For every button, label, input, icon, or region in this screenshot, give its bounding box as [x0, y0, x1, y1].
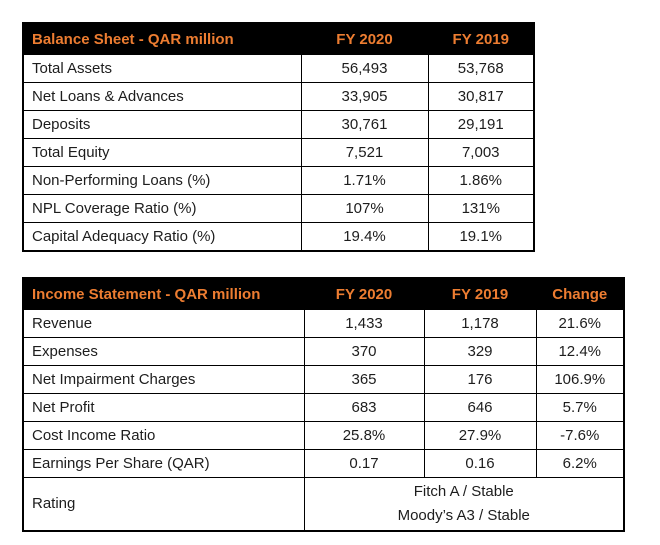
- table-row: Net Profit 683 646 5.7%: [22, 393, 625, 422]
- cell-value: 21.6%: [535, 309, 625, 338]
- cell-value: 106.9%: [535, 365, 625, 394]
- cell-value: 1,178: [423, 309, 537, 338]
- income-statement-col-fy2019: FY 2019: [423, 277, 537, 310]
- rating-moodys: Moody’s A3 / Stable: [397, 506, 530, 524]
- cell-value: 646: [423, 393, 537, 422]
- table-row: Total Equity 7,521 7,003: [22, 138, 535, 167]
- cell-value: 53,768: [427, 54, 535, 83]
- cell-value: 30,761: [300, 110, 429, 139]
- cell-value: 107%: [300, 194, 429, 223]
- cell-value: 12.4%: [535, 337, 625, 366]
- income-statement-table: Income Statement - QAR million FY 2020 F…: [22, 277, 625, 532]
- cell-value: 7,003: [427, 138, 535, 167]
- balance-sheet-col-fy2019: FY 2019: [427, 22, 535, 55]
- income-statement-title: Income Statement - QAR million: [22, 277, 305, 310]
- row-label: Revenue: [22, 309, 305, 338]
- row-label: Total Equity: [22, 138, 302, 167]
- cell-value: 329: [423, 337, 537, 366]
- table-row: Net Impairment Charges 365 176 106.9%: [22, 365, 625, 394]
- row-label: Expenses: [22, 337, 305, 366]
- table-row: Deposits 30,761 29,191: [22, 110, 535, 139]
- balance-sheet-col-fy2020: FY 2020: [300, 22, 429, 55]
- row-label: Net Profit: [22, 393, 305, 422]
- cell-value: 5.7%: [535, 393, 625, 422]
- table-row: Cost Income Ratio 25.8% 27.9% -7.6%: [22, 421, 625, 450]
- income-statement-col-change: Change: [535, 277, 625, 310]
- row-label: Non-Performing Loans (%): [22, 166, 302, 195]
- row-label: Total Assets: [22, 54, 302, 83]
- cell-value: -7.6%: [535, 421, 625, 450]
- income-statement-col-fy2020: FY 2020: [303, 277, 425, 310]
- balance-sheet-body: Total Assets 56,493 53,768 Net Loans & Adva…: [22, 54, 535, 251]
- cell-value: 365: [303, 365, 425, 394]
- rating-value: Fitch A / Stable Moody’s A3 / Stable: [303, 477, 625, 531]
- cell-value: 7,521: [300, 138, 429, 167]
- balance-sheet-title: Balance Sheet - QAR million: [22, 22, 302, 55]
- table-row: Earnings Per Share (QAR) 0.17 0.16 6.2%: [22, 449, 625, 478]
- cell-value: 6.2%: [535, 449, 625, 478]
- table-row: Revenue 1,433 1,178 21.6%: [22, 309, 625, 338]
- income-statement-body: Revenue 1,433 1,178 21.6% Expenses 370 329 12.4…: [22, 309, 625, 531]
- cell-value: 1.71%: [300, 166, 429, 195]
- balance-sheet-table: Balance Sheet - QAR million FY 2020 FY 2…: [22, 22, 535, 252]
- balance-sheet-header-row: Balance Sheet - QAR million FY 2020 FY 2…: [22, 22, 535, 55]
- table-row: Total Assets 56,493 53,768: [22, 54, 535, 83]
- cell-value: 33,905: [300, 82, 429, 111]
- cell-value: 370: [303, 337, 425, 366]
- row-label: Capital Adequacy Ratio (%): [22, 222, 302, 251]
- cell-value: 1.86%: [427, 166, 535, 195]
- row-label: Cost Income Ratio: [22, 421, 305, 450]
- table-row: Capital Adequacy Ratio (%) 19.4% 19.1%: [22, 222, 535, 251]
- cell-value: 0.17: [303, 449, 425, 478]
- cell-value: 683: [303, 393, 425, 422]
- cell-value: 27.9%: [423, 421, 537, 450]
- rating-row: Rating Fitch A / Stable Moody’s A3 / Stabl…: [22, 477, 625, 531]
- rating-fitch: Fitch A / Stable: [413, 482, 514, 500]
- cell-value: 0.16: [423, 449, 537, 478]
- cell-value: 131%: [427, 194, 535, 223]
- table-row: Non-Performing Loans (%) 1.71% 1.86%: [22, 166, 535, 195]
- row-label: Net Impairment Charges: [22, 365, 305, 394]
- cell-value: 176: [423, 365, 537, 394]
- rating-label: Rating: [22, 477, 305, 531]
- row-label: Earnings Per Share (QAR): [22, 449, 305, 478]
- cell-value: 56,493: [300, 54, 429, 83]
- cell-value: 25.8%: [303, 421, 425, 450]
- cell-value: 1,433: [303, 309, 425, 338]
- row-label: Deposits: [22, 110, 302, 139]
- table-row: NPL Coverage Ratio (%) 107% 131%: [22, 194, 535, 223]
- table-row: Net Loans & Advances 33,905 30,817: [22, 82, 535, 111]
- row-label: NPL Coverage Ratio (%): [22, 194, 302, 223]
- cell-value: 30,817: [427, 82, 535, 111]
- table-row: Expenses 370 329 12.4%: [22, 337, 625, 366]
- cell-value: 29,191: [427, 110, 535, 139]
- row-label: Net Loans & Advances: [22, 82, 302, 111]
- cell-value: 19.1%: [427, 222, 535, 251]
- income-statement-header-row: Income Statement - QAR million FY 2020 F…: [22, 277, 625, 310]
- cell-value: 19.4%: [300, 222, 429, 251]
